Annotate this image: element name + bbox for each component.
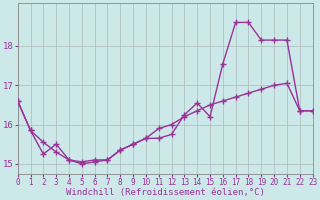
X-axis label: Windchill (Refroidissement éolien,°C): Windchill (Refroidissement éolien,°C): [66, 188, 265, 197]
